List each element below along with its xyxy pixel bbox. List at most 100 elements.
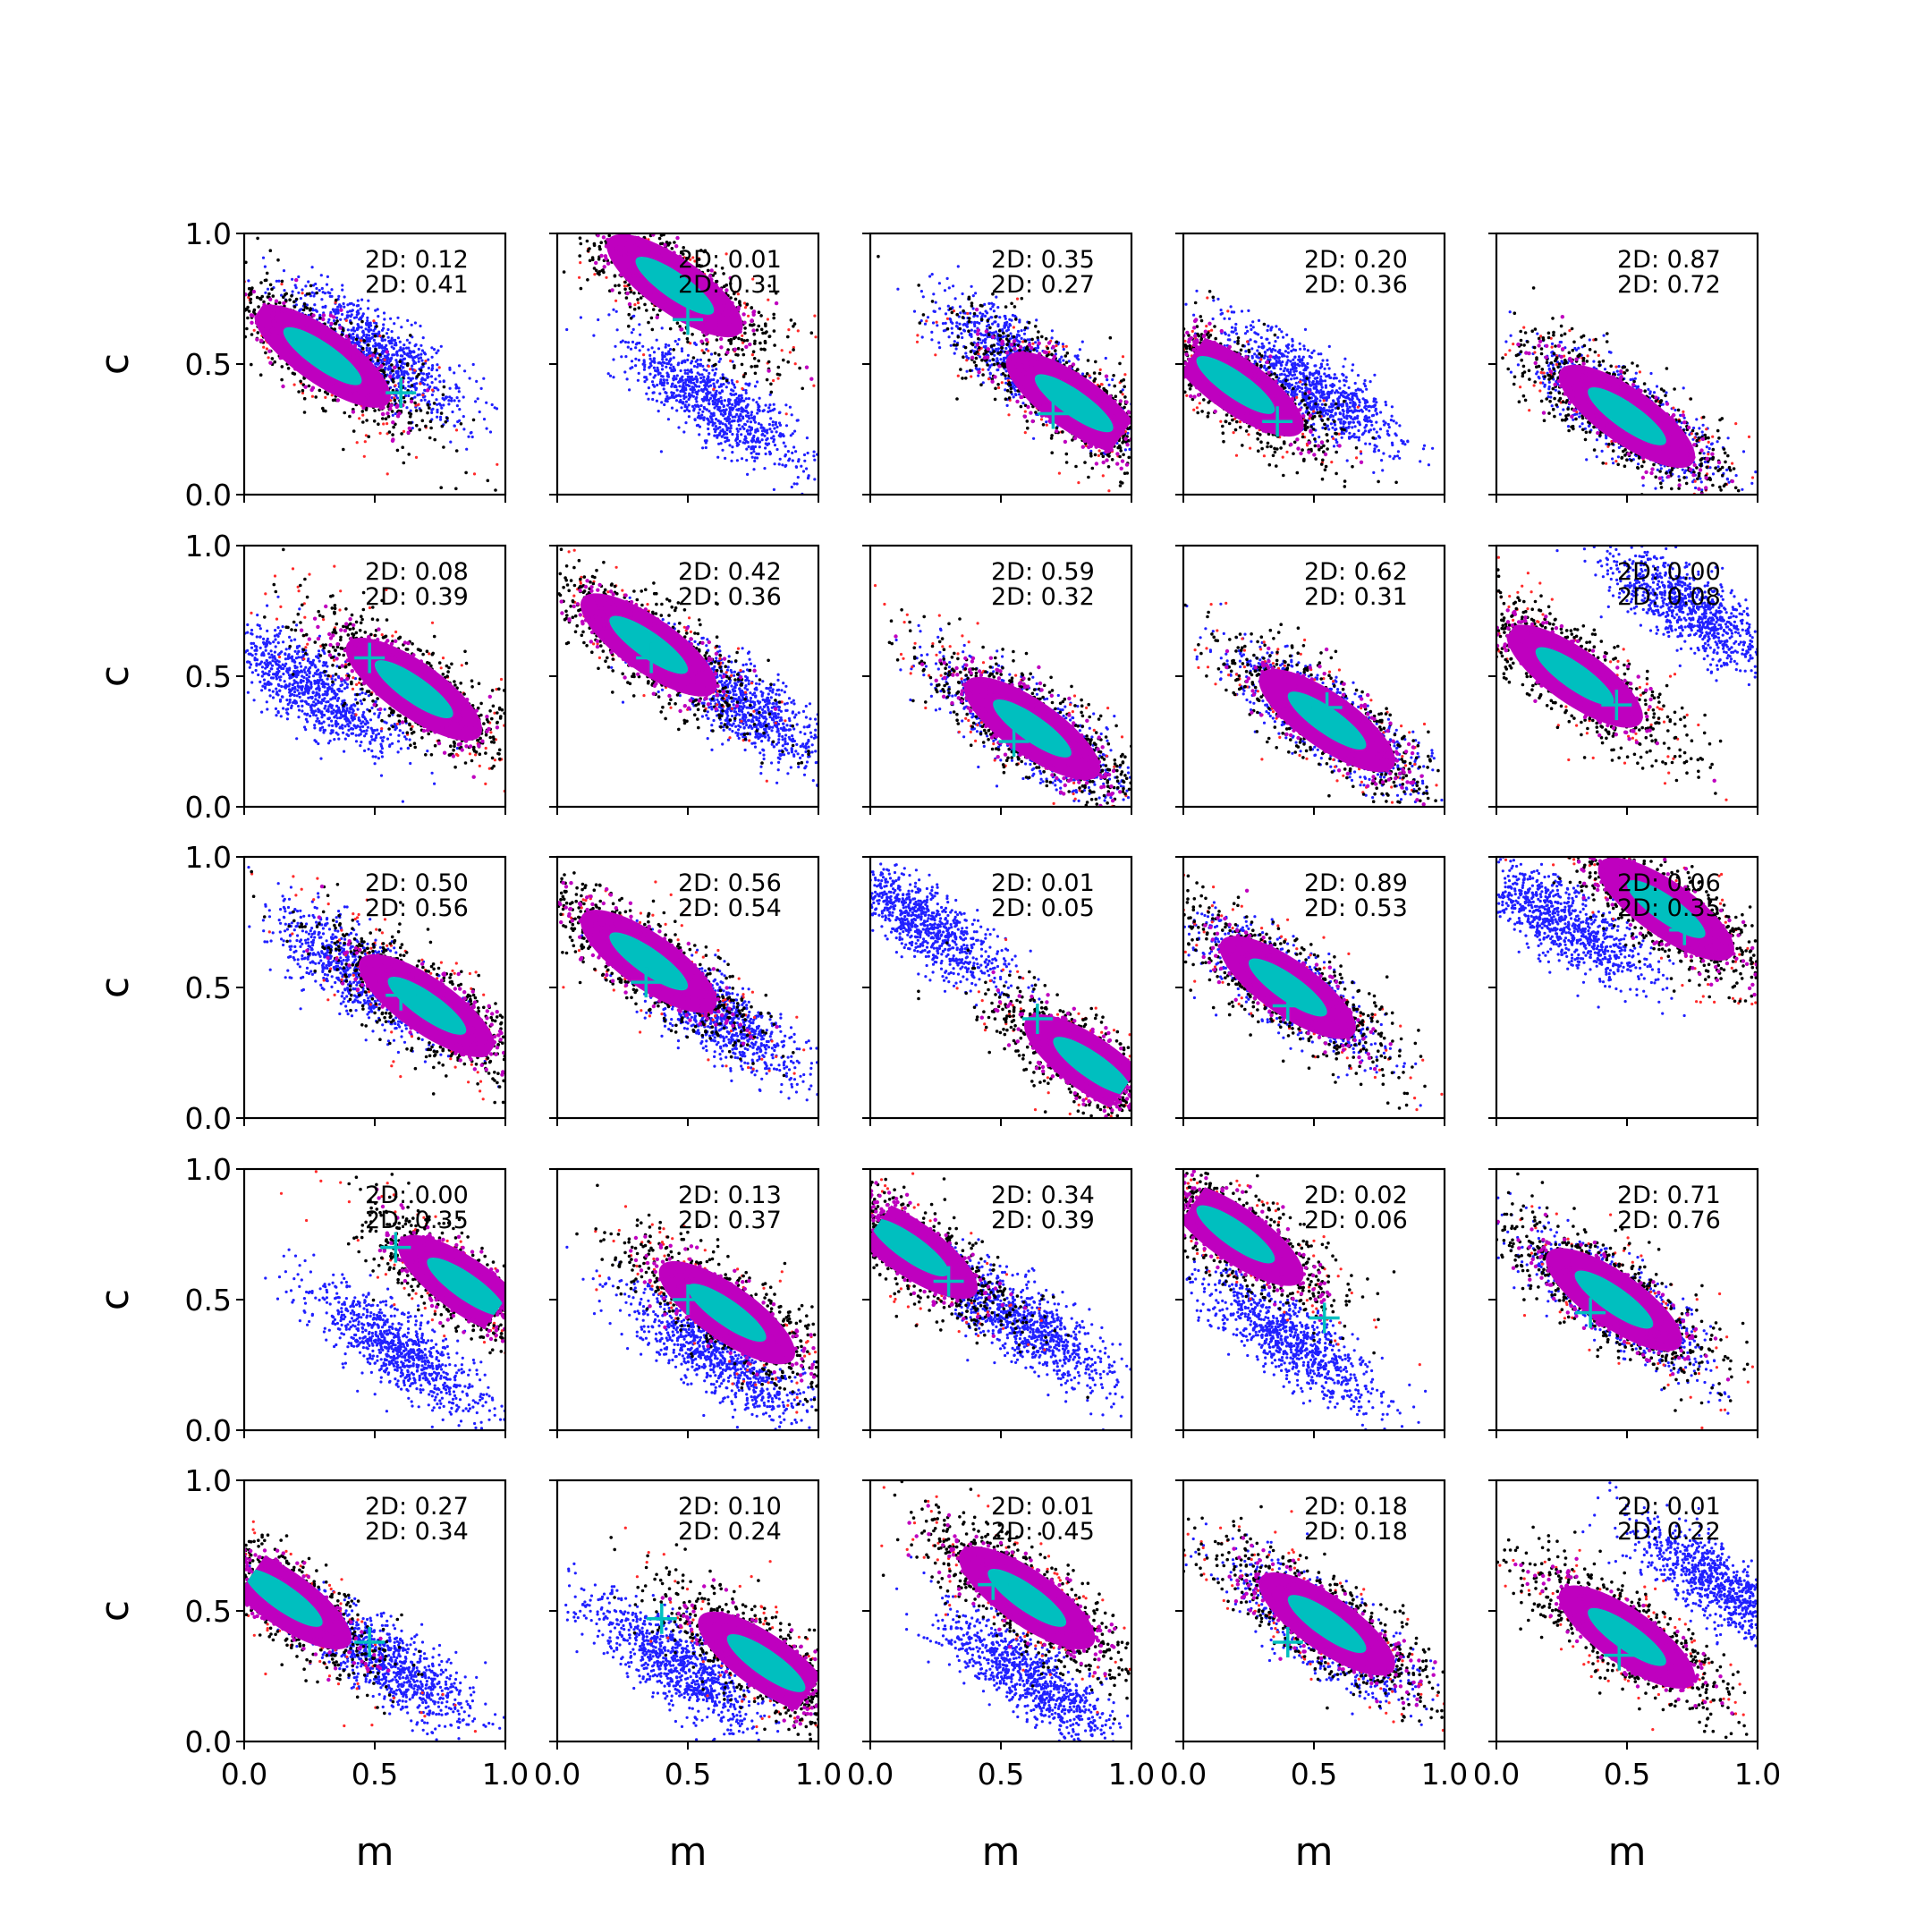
red-point: [364, 434, 368, 437]
magenta-point: [655, 315, 659, 320]
black-point: [407, 411, 411, 415]
blue-point: [992, 309, 996, 313]
blue-point: [773, 427, 776, 430]
black-point: [402, 461, 406, 465]
black-point: [421, 362, 425, 366]
blue-point: [447, 402, 451, 406]
blue-point: [700, 373, 704, 377]
blue-point: [436, 388, 440, 392]
black-point: [360, 346, 365, 351]
blue-point: [736, 402, 740, 405]
blue-point: [479, 386, 483, 390]
black-point: [286, 367, 291, 370]
black-point: [627, 283, 631, 287]
blue-point: [392, 373, 395, 377]
blue-point: [717, 442, 721, 445]
blue-point: [696, 416, 699, 419]
blue-point: [1028, 338, 1031, 342]
magenta-point: [289, 314, 293, 318]
black-point: [288, 298, 292, 302]
blue-point: [341, 284, 344, 287]
black-point: [418, 428, 422, 432]
red-point: [413, 369, 417, 372]
black-point: [433, 437, 437, 442]
magenta-point: [377, 377, 381, 381]
blue-point: [475, 379, 479, 383]
blue-point: [659, 380, 663, 384]
magenta-point: [321, 332, 326, 336]
blue-point: [427, 372, 431, 376]
red-point: [741, 386, 744, 391]
blue-point: [648, 353, 652, 357]
blue-point: [686, 372, 690, 376]
blue-point: [793, 429, 797, 433]
magenta-point: [804, 365, 809, 369]
magenta-point: [361, 377, 366, 382]
blue-point: [1005, 403, 1009, 407]
black-point: [439, 486, 444, 489]
blue-point: [919, 290, 923, 293]
blue-point: [358, 343, 361, 348]
black-point: [361, 420, 365, 424]
blue-point: [979, 332, 982, 335]
black-point: [737, 336, 741, 341]
magenta-point: [650, 249, 655, 253]
blue-point: [612, 308, 615, 311]
blue-point: [709, 352, 714, 356]
blue-point: [366, 340, 369, 343]
red-point: [363, 440, 367, 444]
magenta-point: [385, 350, 389, 354]
blue-point: [439, 344, 443, 348]
blue-point: [750, 455, 754, 459]
blue-point: [724, 440, 727, 444]
black-point: [708, 358, 711, 362]
red-point: [689, 258, 692, 261]
black-point: [614, 284, 617, 288]
black-point: [650, 327, 655, 332]
blue-point: [740, 433, 743, 436]
blue-point: [336, 308, 340, 312]
magenta-point: [381, 411, 386, 417]
blue-point: [670, 385, 674, 388]
blue-point: [629, 347, 633, 351]
magenta-point: [636, 235, 640, 241]
blue-point: [769, 417, 773, 420]
blue-point: [748, 432, 752, 436]
blue-point: [696, 365, 699, 369]
black-point: [750, 365, 753, 369]
blue-point: [355, 304, 359, 308]
blue-point: [1004, 381, 1008, 385]
magenta-point: [616, 253, 621, 258]
black-point: [256, 331, 260, 335]
blue-point: [999, 358, 1003, 361]
blue-point: [294, 286, 298, 290]
blue-point: [1062, 347, 1065, 352]
blue-point: [448, 386, 452, 390]
blue-point: [690, 368, 693, 372]
blue-point: [369, 324, 373, 327]
blue-point: [688, 378, 691, 382]
magenta-point: [406, 430, 411, 435]
y-tick-label: 1.0: [185, 216, 232, 251]
blue-point: [645, 377, 648, 381]
blue-point: [372, 329, 376, 333]
magenta-point: [638, 272, 642, 277]
blue-point: [745, 458, 749, 462]
black-point: [715, 338, 719, 342]
blue-point: [412, 351, 416, 354]
blue-point: [790, 413, 793, 417]
blue-point: [398, 349, 402, 352]
blue-point: [694, 397, 698, 401]
black-point: [348, 414, 352, 419]
red-point: [358, 417, 361, 420]
blue-point: [365, 349, 369, 352]
magenta-point: [667, 304, 672, 309]
magenta-point: [614, 250, 619, 255]
red-point: [593, 273, 597, 276]
blue-point: [371, 360, 375, 363]
blue-point: [958, 305, 962, 309]
blue-point: [1016, 329, 1021, 334]
red-point: [414, 455, 419, 459]
blue-point: [755, 401, 758, 404]
blue-point: [421, 336, 425, 340]
